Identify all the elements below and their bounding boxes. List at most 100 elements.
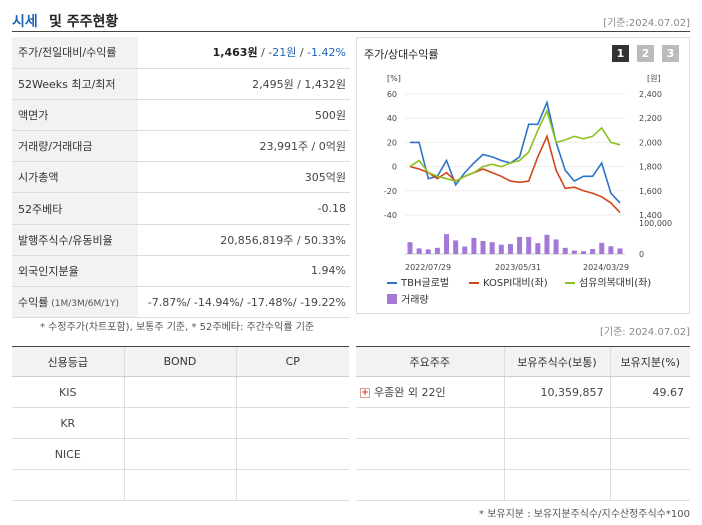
left-tick-label: -40 (384, 211, 397, 220)
volume-bar (434, 247, 440, 254)
bond-rating (123, 438, 236, 470)
column-header: 신용등급 (12, 346, 124, 377)
right-tick-label: 2,400 (639, 90, 662, 99)
ownership-pct (609, 469, 690, 501)
table-header-row: 신용등급 BOND CP (12, 346, 349, 377)
volume-bar (608, 246, 614, 254)
left-tick-label: 40 (387, 114, 397, 123)
ownership-pct (609, 407, 690, 439)
major-shareholders-table: 주요주주 보유주식수(보통) 보유지분(%) + 우종완 외 22인 10,359… (356, 346, 690, 501)
right-tick-label: 1,400 (639, 211, 662, 220)
shareholder-name (356, 407, 504, 439)
row-label: 외국인지분율 (12, 255, 138, 288)
holders-base-date: [기준: 2024.07.02] (599, 327, 690, 338)
volume-bar (571, 250, 577, 254)
return-values: -7.87%/ -14.94%/ -17.48%/ -19.22% (138, 286, 350, 319)
volume-bar (617, 248, 623, 254)
volume-bar (407, 242, 413, 254)
chart-page-3-button[interactable]: 3 (662, 45, 679, 62)
table-row (356, 438, 690, 470)
table-row (356, 469, 690, 501)
column-header: 보유주식수(보통) (503, 346, 610, 377)
holders-footnote: * 보유지분 : 보유지분주식수/지수산정주식수*100 (479, 509, 690, 520)
legend-textile-label: 섬유의복대비(좌) (579, 277, 651, 289)
section-title: 및 주주현황 (49, 14, 119, 30)
cp-rating (235, 469, 349, 501)
expand-plus-icon[interactable]: + (360, 388, 370, 398)
row-label: 발행주식수/유동비율 (12, 224, 138, 256)
bond-rating (123, 407, 236, 439)
shares-held: 10,359,857 (503, 376, 610, 408)
volume-bar (416, 248, 422, 254)
row-label: 시가총액 (12, 161, 138, 194)
table-row (12, 469, 349, 501)
row-label: 52주베타 (12, 192, 138, 225)
right-axis-unit: [원] (647, 74, 661, 83)
volume-bar (489, 242, 495, 254)
volume-bar (453, 240, 459, 254)
volume-bar (480, 240, 486, 254)
row-value: 23,991주 / 0억원 (138, 130, 350, 163)
row-value: 1.94% (138, 255, 350, 288)
volume-bar (462, 246, 468, 254)
rating-agency: KIS (12, 376, 124, 408)
volume-bar (425, 249, 431, 254)
shares-held (503, 438, 610, 470)
table-row: + 우종완 외 22인 10,359,857 49.67 (356, 376, 690, 408)
credit-rating-table: 신용등급 BOND CP KIS KR NICE (12, 346, 349, 501)
row-value: 305억원 (138, 161, 350, 194)
column-header: BOND (123, 346, 236, 377)
volume-bar (562, 247, 568, 254)
x-tick-label: 2022/07/29 (405, 263, 451, 272)
table-row: 52주베타 -0.18 (12, 192, 350, 225)
rating-agency: NICE (12, 438, 124, 470)
right-tick-label: 1,800 (639, 163, 662, 172)
table-row: NICE (12, 438, 349, 470)
left-tick-label: 20 (387, 138, 397, 147)
shares-held (503, 407, 610, 439)
change-rate: -1.42% (307, 46, 346, 60)
row-value: 500원 (138, 99, 350, 132)
right-tick-label: 2,200 (639, 114, 662, 123)
separator: / (257, 46, 269, 60)
x-tick-label: 2024/03/29 (583, 263, 629, 272)
column-header: 보유지분(%) (609, 346, 690, 377)
table-row: 발행주식수/유동비율 20,856,819주 / 50.33% (12, 224, 350, 256)
price-change-value: 1,463원 / -21원 / -1.42% (138, 37, 350, 69)
shares-held (503, 469, 610, 501)
chart-page-2-button[interactable]: 2 (637, 45, 654, 62)
table-row: KIS (12, 376, 349, 408)
ownership-pct: 49.67 (609, 376, 690, 408)
cp-rating (235, 376, 349, 408)
table-row: KR (12, 407, 349, 439)
price-change: -21원 (268, 46, 297, 60)
shareholder-name-cell[interactable]: + 우종완 외 22인 (356, 376, 504, 408)
volume-bar (526, 236, 532, 254)
left-axis-unit: [%] (387, 74, 401, 83)
volume-bar (580, 251, 586, 254)
chart-title: 주가/상대수익률 (364, 48, 439, 61)
kospi-relative-line (409, 133, 621, 214)
volume-bar (553, 239, 559, 254)
cp-rating (235, 407, 349, 439)
shareholder-name (356, 438, 504, 470)
price-chart: [%] [원] 60 40 20 0 -20 -40 2,400 2,200 2,000 1,800 1… (384, 74, 672, 306)
right-tick-label: 1,600 (639, 187, 662, 196)
volume-bar (599, 242, 605, 254)
chart-page-1-button[interactable]: 1 (612, 45, 629, 62)
bond-rating (123, 469, 236, 501)
x-tick-label: 2023/05/31 (495, 263, 541, 272)
legend-volume-label: 거래량 (401, 294, 429, 306)
column-header: CP (235, 346, 349, 377)
ownership-pct (609, 438, 690, 470)
legend-volume-swatch (387, 294, 397, 304)
table-row: 수익률 (1M/3M/6M/1Y) -7.87%/ -14.94%/ -17.4… (12, 286, 350, 319)
column-header: 주요주주 (356, 346, 504, 377)
table-row: 시가총액 305억원 (12, 161, 350, 194)
table-row: 주가/전일대비/수익률 1,463원 / -21원 / -1.42% (12, 37, 350, 69)
volume-bar (471, 237, 477, 254)
row-label: 주가/전일대비/수익률 (12, 37, 138, 69)
section-header: 시세 및 주주현황 [기준:2024.07.02] (12, 8, 690, 32)
current-price: 1,463원 (212, 46, 258, 60)
separator: / (296, 46, 308, 60)
